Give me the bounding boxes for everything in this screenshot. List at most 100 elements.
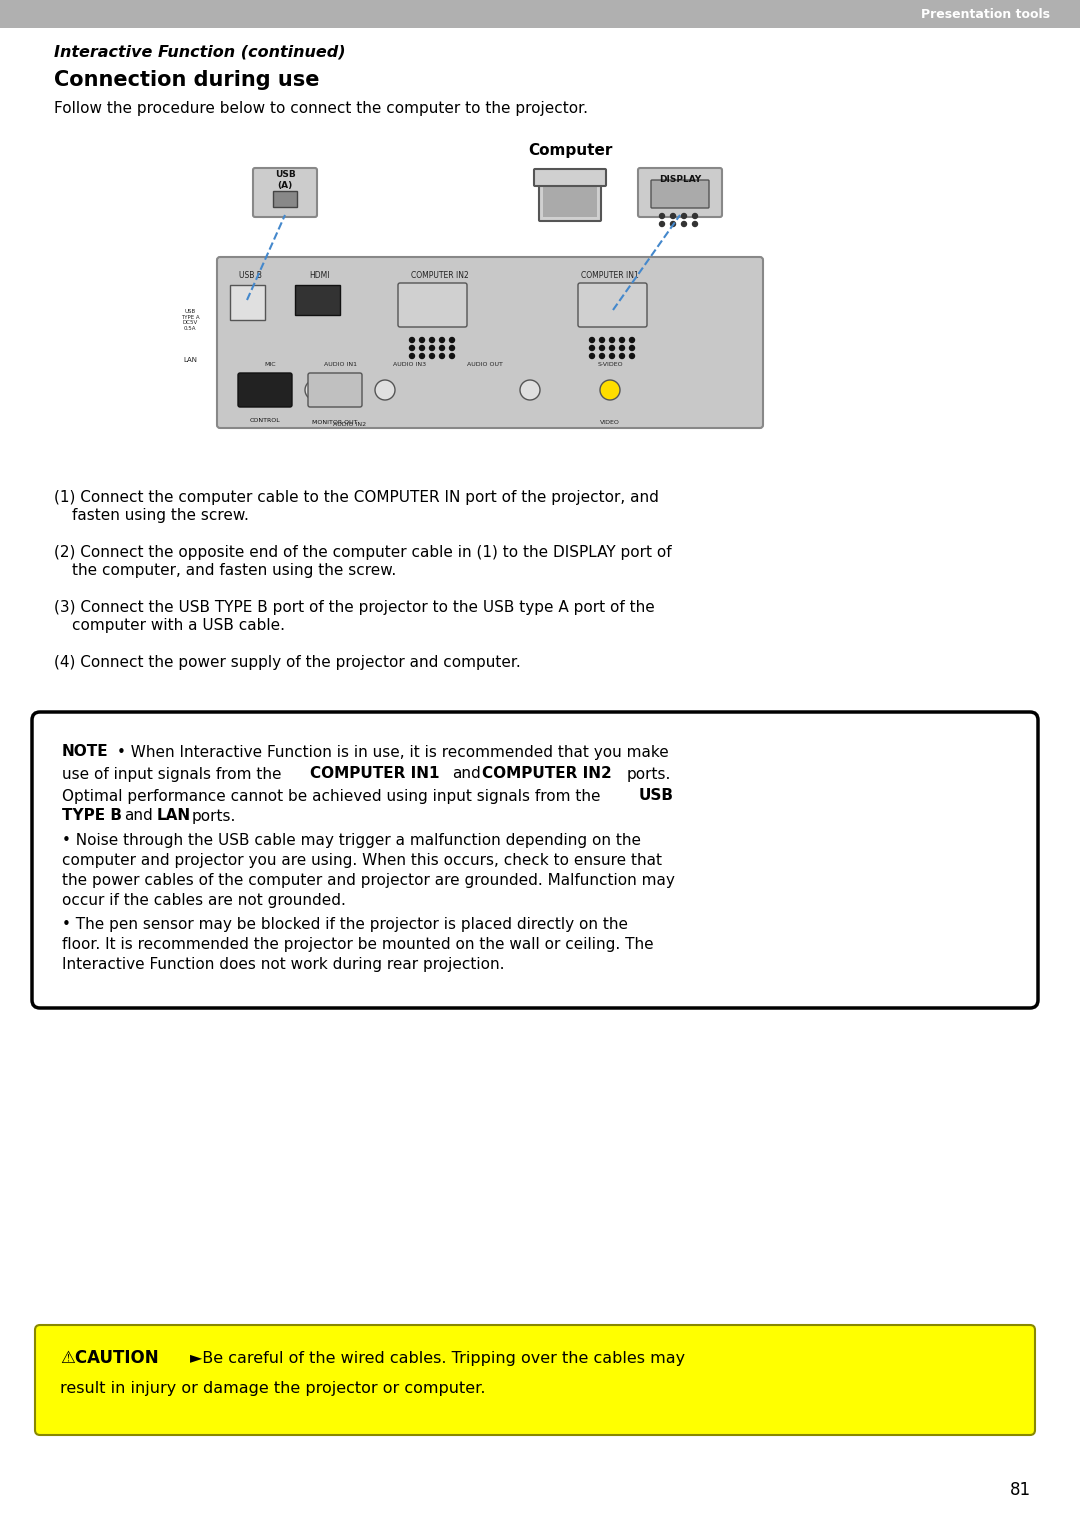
Text: 81: 81 — [1010, 1482, 1030, 1498]
Text: Interactive Function (continued): Interactive Function (continued) — [54, 44, 346, 60]
Circle shape — [671, 222, 675, 226]
Text: floor. It is recommended the projector be mounted on the wall or ceiling. The: floor. It is recommended the projector b… — [62, 936, 653, 951]
FancyBboxPatch shape — [35, 1326, 1035, 1436]
Text: LAN: LAN — [183, 356, 197, 362]
FancyBboxPatch shape — [651, 180, 708, 208]
Text: (1) Connect the computer cable to the COMPUTER IN port of the projector, and: (1) Connect the computer cable to the CO… — [54, 489, 659, 505]
Text: occur if the cables are not grounded.: occur if the cables are not grounded. — [62, 893, 346, 908]
Text: AUDIO IN1: AUDIO IN1 — [324, 362, 356, 367]
Text: USB B: USB B — [239, 271, 261, 280]
FancyBboxPatch shape — [238, 373, 292, 407]
Circle shape — [600, 381, 620, 401]
Text: (2) Connect the opposite end of the computer cable in (1) to the DISPLAY port of: (2) Connect the opposite end of the comp… — [54, 544, 672, 560]
Circle shape — [590, 338, 594, 342]
Text: COMPUTER IN2: COMPUTER IN2 — [411, 271, 469, 280]
Text: COMPUTER IN1: COMPUTER IN1 — [310, 766, 440, 781]
Circle shape — [630, 346, 635, 350]
Circle shape — [590, 346, 594, 350]
Text: Presentation tools: Presentation tools — [921, 8, 1050, 20]
Text: DISPLAY: DISPLAY — [659, 176, 701, 185]
Circle shape — [440, 346, 445, 350]
Text: fasten using the screw.: fasten using the screw. — [72, 508, 248, 523]
Text: ports.: ports. — [192, 809, 237, 824]
Circle shape — [620, 353, 624, 358]
Text: LAN: LAN — [157, 809, 191, 824]
Bar — [230, 284, 265, 320]
Circle shape — [419, 346, 424, 350]
Bar — [295, 284, 340, 315]
Circle shape — [340, 381, 360, 401]
Text: use of input signals from the: use of input signals from the — [62, 766, 282, 781]
Circle shape — [599, 346, 605, 350]
FancyBboxPatch shape — [253, 168, 318, 217]
Text: and: and — [453, 766, 481, 781]
Text: USB: USB — [639, 789, 674, 804]
Text: ports.: ports. — [627, 766, 672, 781]
Circle shape — [599, 338, 605, 342]
Circle shape — [430, 353, 434, 358]
Circle shape — [630, 353, 635, 358]
Text: TYPE B: TYPE B — [62, 809, 122, 824]
Text: S-VIDEO: S-VIDEO — [597, 362, 623, 367]
Text: AUDIO IN3: AUDIO IN3 — [393, 362, 427, 367]
Text: Optimal performance cannot be achieved using input signals from the: Optimal performance cannot be achieved u… — [62, 789, 600, 804]
Circle shape — [630, 338, 635, 342]
Circle shape — [449, 353, 455, 358]
Circle shape — [375, 381, 395, 401]
Circle shape — [692, 214, 698, 219]
Circle shape — [519, 381, 540, 401]
FancyBboxPatch shape — [539, 179, 600, 222]
Circle shape — [449, 346, 455, 350]
Circle shape — [409, 346, 415, 350]
Text: USB
TYPE A
DC5V
0.5A: USB TYPE A DC5V 0.5A — [180, 309, 200, 332]
Circle shape — [440, 338, 445, 342]
Text: result in injury or damage the projector or computer.: result in injury or damage the projector… — [60, 1381, 486, 1396]
Text: • Noise through the USB cable may trigger a malfunction depending on the: • Noise through the USB cable may trigge… — [62, 832, 642, 847]
Bar — [543, 183, 597, 217]
Text: (4) Connect the power supply of the projector and computer.: (4) Connect the power supply of the proj… — [54, 654, 521, 670]
Circle shape — [609, 346, 615, 350]
Circle shape — [419, 338, 424, 342]
Circle shape — [430, 346, 434, 350]
Text: (3) Connect the USB TYPE B port of the projector to the USB type A port of the: (3) Connect the USB TYPE B port of the p… — [54, 599, 654, 615]
FancyBboxPatch shape — [32, 713, 1038, 1008]
Circle shape — [681, 214, 687, 219]
Text: COMPUTER IN2: COMPUTER IN2 — [482, 766, 611, 781]
Text: computer and projector you are using. When this occurs, check to ensure that: computer and projector you are using. Wh… — [62, 853, 662, 867]
Text: computer with a USB cable.: computer with a USB cable. — [72, 618, 285, 633]
Text: ►Be careful of the wired cables. Tripping over the cables may: ►Be careful of the wired cables. Trippin… — [190, 1350, 685, 1365]
Circle shape — [409, 338, 415, 342]
Text: • The pen sensor may be blocked if the projector is placed directly on the: • The pen sensor may be blocked if the p… — [62, 916, 627, 931]
Text: the power cables of the computer and projector are grounded. Malfunction may: the power cables of the computer and pro… — [62, 873, 675, 887]
FancyBboxPatch shape — [308, 373, 362, 407]
Text: Interactive Function does not work during rear projection.: Interactive Function does not work durin… — [62, 957, 504, 971]
Circle shape — [590, 353, 594, 358]
Circle shape — [609, 353, 615, 358]
Text: AUDIO OUT: AUDIO OUT — [467, 362, 503, 367]
Text: MIC: MIC — [265, 362, 275, 367]
FancyBboxPatch shape — [578, 283, 647, 327]
Circle shape — [681, 222, 687, 226]
Text: USB
(A): USB (A) — [274, 170, 295, 190]
Text: COMPUTER IN1: COMPUTER IN1 — [581, 271, 639, 280]
Circle shape — [660, 222, 664, 226]
Text: HDMI: HDMI — [310, 271, 330, 280]
Text: NOTE: NOTE — [62, 745, 109, 760]
Circle shape — [430, 338, 434, 342]
Text: ⚠CAUTION: ⚠CAUTION — [60, 1349, 159, 1367]
Circle shape — [419, 353, 424, 358]
Bar — [0, 0, 1080, 28]
Circle shape — [409, 353, 415, 358]
Text: VIDEO: VIDEO — [600, 420, 620, 425]
Circle shape — [660, 214, 664, 219]
Bar — [273, 191, 297, 206]
Circle shape — [599, 353, 605, 358]
Text: • When Interactive Function is in use, it is recommended that you make: • When Interactive Function is in use, i… — [117, 745, 669, 760]
Text: AUDIO IN2: AUDIO IN2 — [334, 422, 366, 428]
FancyBboxPatch shape — [217, 257, 762, 428]
FancyBboxPatch shape — [638, 168, 723, 217]
Circle shape — [305, 381, 325, 401]
FancyBboxPatch shape — [399, 283, 467, 327]
Circle shape — [620, 346, 624, 350]
Circle shape — [449, 338, 455, 342]
